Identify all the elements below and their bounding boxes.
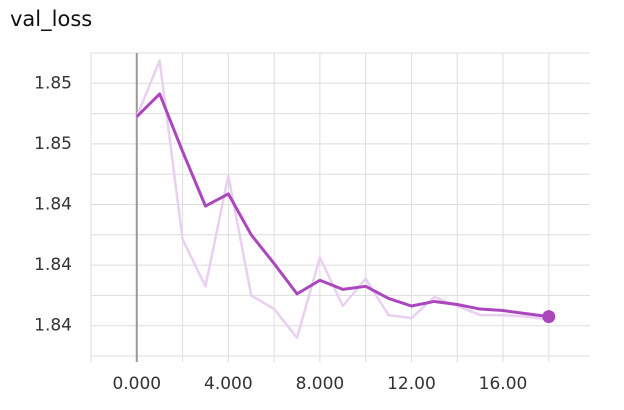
y-tick-label: 1.84	[34, 255, 72, 275]
x-tick-label: 12.00	[387, 374, 436, 394]
x-tick-label: 0.000	[112, 374, 161, 394]
x-tick-label: 16.00	[479, 374, 528, 394]
y-tick-label: 1.85	[34, 134, 72, 154]
series-line	[135, 92, 549, 319]
x-tick-label: 4.000	[204, 374, 253, 394]
last-point	[542, 310, 556, 324]
chart-title: val_loss	[10, 7, 92, 32]
y-tick-label: 1.84	[34, 195, 72, 215]
series-line	[135, 59, 549, 340]
y-tick-label: 1.85	[34, 73, 72, 93]
x-tick-label: 8.000	[296, 374, 345, 394]
y-tick-label: 1.84	[34, 316, 72, 336]
